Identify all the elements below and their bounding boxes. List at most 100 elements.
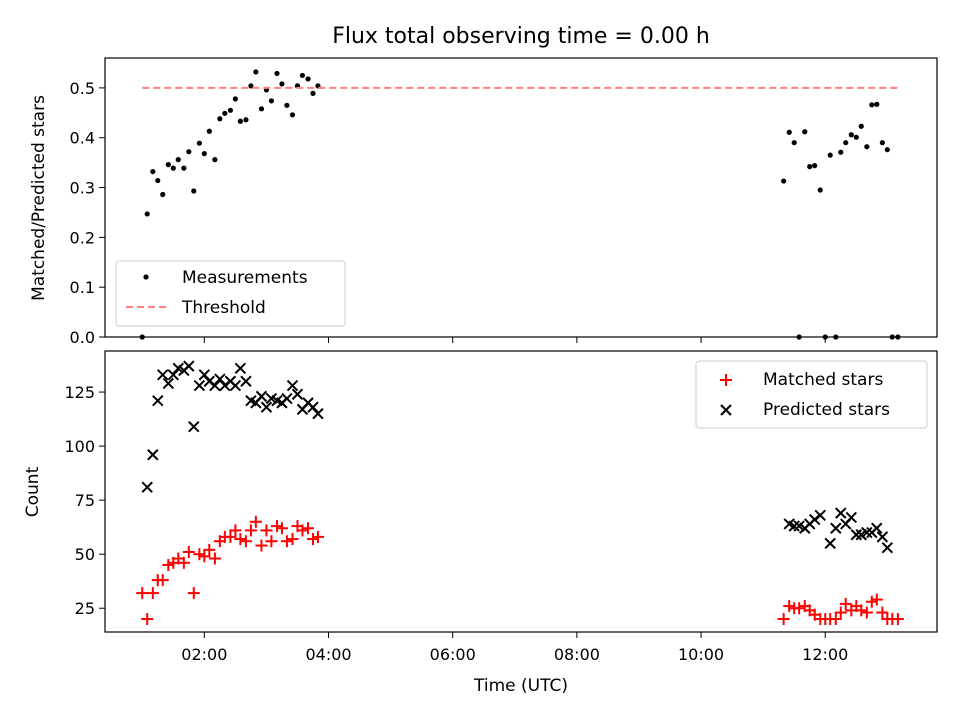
- measurements-point: [160, 191, 166, 198]
- x-tick-label: 06:00: [430, 645, 476, 664]
- top-y-tick-label: 0.3: [70, 179, 95, 198]
- predicted-stars-point: [830, 522, 842, 534]
- matched-stars-point: [255, 539, 268, 552]
- predicted-stars-point: [881, 541, 894, 554]
- x-tick-label: 04:00: [305, 645, 351, 664]
- measurements-point: [196, 140, 202, 146]
- measurements-point: [817, 187, 823, 193]
- measurements-point: [807, 164, 813, 170]
- bottom-plot-frame: [104, 350, 938, 633]
- legend-marker-matched-stars: [720, 374, 732, 386]
- matched-stars-point: [280, 535, 293, 548]
- bottom-y-tick-label: 125: [64, 383, 95, 402]
- predicted-stars-point: [141, 481, 153, 493]
- matched-stars-point: [777, 613, 790, 626]
- matched-stars-point: [275, 522, 288, 535]
- matched-stars-point: [260, 524, 273, 537]
- predicted-stars-point: [167, 369, 180, 381]
- measurements-point: [853, 134, 859, 140]
- matched-stars-point: [234, 533, 247, 546]
- predicted-stars-point: [850, 529, 862, 541]
- predicted-stars-point: [312, 407, 324, 420]
- measurements-point: [144, 211, 150, 217]
- predicted-stars-point: [240, 375, 252, 387]
- measurements-point: [212, 157, 218, 163]
- measurements-point: [201, 151, 207, 157]
- measurements-point: [206, 128, 212, 134]
- bottom-y-tick-label: 100: [64, 437, 95, 456]
- measurements-point: [838, 149, 844, 155]
- x-tick-label: 12:00: [802, 645, 848, 664]
- measurements-point: [874, 101, 880, 107]
- bottom-y-tick-label: 75: [75, 491, 95, 510]
- matched-stars-point: [198, 550, 211, 563]
- bottom-legend: Matched stars Predicted stars: [695, 360, 928, 429]
- predicted-stars-point: [845, 511, 858, 524]
- measurements-point: [258, 106, 265, 112]
- predicted-stars-point: [214, 373, 226, 385]
- matched-stars-point: [156, 574, 169, 587]
- predicted-stars-point: [229, 379, 242, 392]
- measurements-point: [175, 157, 181, 163]
- measurements-point: [864, 144, 870, 150]
- top-plot-frame: [104, 57, 938, 338]
- predicted-stars-point: [281, 392, 293, 405]
- measurements-point: [279, 81, 285, 87]
- predicted-stars-point: [193, 379, 206, 392]
- matched-stars-point: [834, 606, 847, 619]
- measurements-point: [827, 152, 833, 158]
- matched-stars-point: [229, 524, 242, 537]
- matched-stars-point: [141, 613, 154, 626]
- predicted-stars-point: [198, 369, 211, 381]
- top-y-tick-label: 0.2: [70, 228, 95, 247]
- bottom-plot: 25 50 75 100 125 02:00 04:00 06:00 08:00 10:00 12:…: [64, 360, 904, 664]
- matched-stars-point: [855, 604, 868, 617]
- predicted-stars-point: [234, 362, 247, 374]
- matched-stars-point: [239, 535, 252, 548]
- predicted-stars-point: [788, 520, 800, 532]
- bottom-y-axis-label: Count: [23, 466, 43, 517]
- matched-stars-point: [208, 552, 221, 565]
- predicted-stars-point: [183, 360, 195, 372]
- top-legend-box: [115, 260, 346, 327]
- top-y-tick-label: 0.0: [70, 328, 95, 347]
- measurements-point: [802, 129, 808, 135]
- predicted-stars-point: [307, 401, 319, 413]
- chart-title: Flux total observing time = 0.00 h: [332, 24, 710, 49]
- measurements-point: [299, 72, 306, 79]
- bottom-legend-box: [695, 360, 928, 429]
- top-plot: 0.0 0.1 0.2 0.3 0.4 0.5: [70, 69, 901, 347]
- measurements-point: [310, 90, 316, 96]
- matched-stars-point: [870, 593, 883, 606]
- top-y-axis-label: Matched/Predicted stars: [29, 95, 49, 301]
- bottom-y-tick-label: 25: [75, 599, 95, 618]
- matched-stars-point: [793, 602, 806, 615]
- measurements-point: [848, 132, 854, 138]
- predicted-stars-point: [147, 449, 159, 461]
- predicted-stars-point: [835, 507, 847, 519]
- measurements-point: [284, 102, 290, 108]
- top-legend: Measurements Threshold: [115, 260, 346, 327]
- predicted-stars-point: [209, 379, 221, 392]
- matched-stars-point: [876, 606, 889, 619]
- measurements-point: [884, 147, 890, 153]
- measurements-point: [243, 117, 249, 123]
- measurements-point: [869, 102, 875, 108]
- predicted-stars-point: [152, 395, 164, 407]
- predicted-stars-point: [291, 388, 304, 400]
- predicted-stars-point: [162, 377, 175, 390]
- matched-stars-point: [136, 587, 149, 600]
- matched-stars-point: [177, 556, 190, 569]
- bottom-y-tick-label: 50: [75, 545, 95, 564]
- matched-stars-point: [182, 546, 195, 559]
- predicted-stars-point: [188, 420, 200, 433]
- legend-label-threshold: Threshold: [181, 298, 266, 318]
- measurements-point: [181, 165, 187, 171]
- predicted-stars-point: [286, 379, 299, 392]
- top-y-tick-label: 0.4: [70, 129, 95, 148]
- measurements-point: [232, 96, 238, 102]
- matched-stars-point: [891, 613, 904, 626]
- matched-stars-point: [286, 533, 299, 546]
- measurements-point: [289, 112, 296, 118]
